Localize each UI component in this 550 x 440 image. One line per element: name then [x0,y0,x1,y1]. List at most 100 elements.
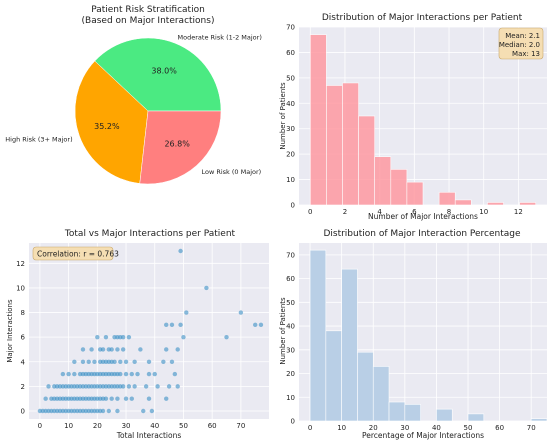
scatter-point [92,359,97,364]
hist2-bar [404,404,421,422]
hist1-bar [487,202,504,206]
scatter-point [155,384,160,389]
hist1-bar [454,199,472,206]
scatter-xtick-label: 50 [179,422,188,430]
scatter-point [132,359,137,364]
hist1-bar [309,34,327,206]
scatter-xtick-label: 40 [150,422,159,430]
pie-pct-label: 38.0% [151,66,177,75]
scatter-point [178,322,183,328]
hist1-xlabel: Number of Major Interactions [368,212,478,221]
scatter-point [95,334,100,340]
hist2-bar [341,268,358,422]
scatter-point [164,347,169,352]
hist1-ytick-label: 0 [291,202,295,210]
scatter-point [161,359,166,364]
scatter-point [123,371,129,377]
scatter-point [100,347,106,352]
pie-slice-label: Low Risk (0 Major) [201,168,261,176]
scatter-point [115,408,120,414]
hist2-ytick-label: 50 [286,299,295,307]
hist1-ytick-label: 20 [286,151,295,159]
hist1-ytick-label: 70 [286,24,295,32]
pie-slice [139,110,222,185]
hist1-bar [326,85,343,206]
scatter-ytick-label: 4 [21,358,26,366]
hist1-xtick-label: 0 [308,208,312,216]
pie-pct-label: 26.8% [164,140,190,149]
scatter-point [146,396,152,401]
scatter-xtick-label: 70 [236,422,245,430]
scatter-point [120,384,126,389]
scatter-point [46,384,51,389]
hist2-bar [372,366,390,422]
stats-max: Max: 13 [512,50,540,58]
scatter-point [141,408,146,414]
hist2-xtick-label: 70 [527,424,536,432]
scatter-point [109,396,114,401]
scatter-point [152,371,157,377]
scatter-ytick-label: 2 [21,383,25,391]
hist1-xtick-label: 10 [479,208,488,216]
scatter-point [109,347,114,352]
scatter-point [149,408,155,414]
scatter-point [184,310,189,315]
hist2-bar [530,418,548,422]
scatter-ytick-label: 12 [16,260,25,268]
hist2-ytick-label: 60 [286,275,295,283]
scatter-point [172,371,178,377]
scatter-point [100,408,106,414]
hist1-bar [406,181,424,206]
correlation-text: Correlation: r = 0.763 [37,250,119,259]
hist2-bar [357,351,374,422]
hist1-bar [342,82,359,206]
scatter-point [181,334,186,340]
hist2-bar [309,249,327,422]
hist1-bar [438,191,456,206]
hist1-ytick-label: 50 [286,74,295,82]
hist1-ylabel: Number of Patients [279,82,287,150]
scatter-point [146,359,152,364]
hist2-ytick-label: 10 [286,394,295,402]
hist2-ytick-label: 40 [286,323,295,331]
scatter-ylabel: Major Interactions [6,299,14,363]
correlation-box: Correlation: r = 0.763 [32,246,119,261]
hist2-ytick-label: 30 [286,346,295,354]
scatter-point [258,322,264,328]
scatter-point [72,359,77,364]
hist1-bar [374,156,392,206]
major-percentage-histogram: Distribution of Major Interaction Percen… [279,229,548,440]
scatter-point [224,334,229,340]
hist2-xtick-label: 20 [369,424,378,432]
scatter-point [86,359,91,364]
hist2-ylabel: Number of Patients [279,297,287,365]
hist2-xtick-label: 50 [464,424,473,432]
hist1-bar [390,169,408,206]
hist2-ytick-label: 20 [286,370,295,378]
stats-median: Median: 2.0 [499,41,540,49]
scatter-point [72,371,77,377]
pie-slice [74,60,149,184]
scatter-point [123,359,129,364]
scatter-point [115,396,120,401]
scatter-point [143,384,149,389]
stats-mean: Mean: 2.1 [505,32,540,40]
pie-title-line2: (Based on Major Interactions) [82,16,215,26]
scatter-point [115,347,120,352]
pie-title-line1: Patient Risk Stratification [91,5,205,15]
scatter-xtick-label: 0 [38,422,42,430]
scatter-ytick-label: 6 [21,334,26,342]
scatter-point [123,396,129,401]
risk-pie-chart: Patient Risk Stratification (Based on Ma… [5,5,262,185]
total-vs-major-scatter: Total vs Major Interactions per Patient … [6,229,269,440]
hist1-xtick-label: 2 [343,208,347,216]
scatter-point [80,359,86,364]
scatter-point [253,322,258,328]
scatter-point [204,285,209,291]
scatter-point [118,371,123,377]
scatter-point [43,396,48,401]
scatter-point [146,371,152,377]
scatter-point [89,347,94,352]
hist2-bar [325,330,342,422]
